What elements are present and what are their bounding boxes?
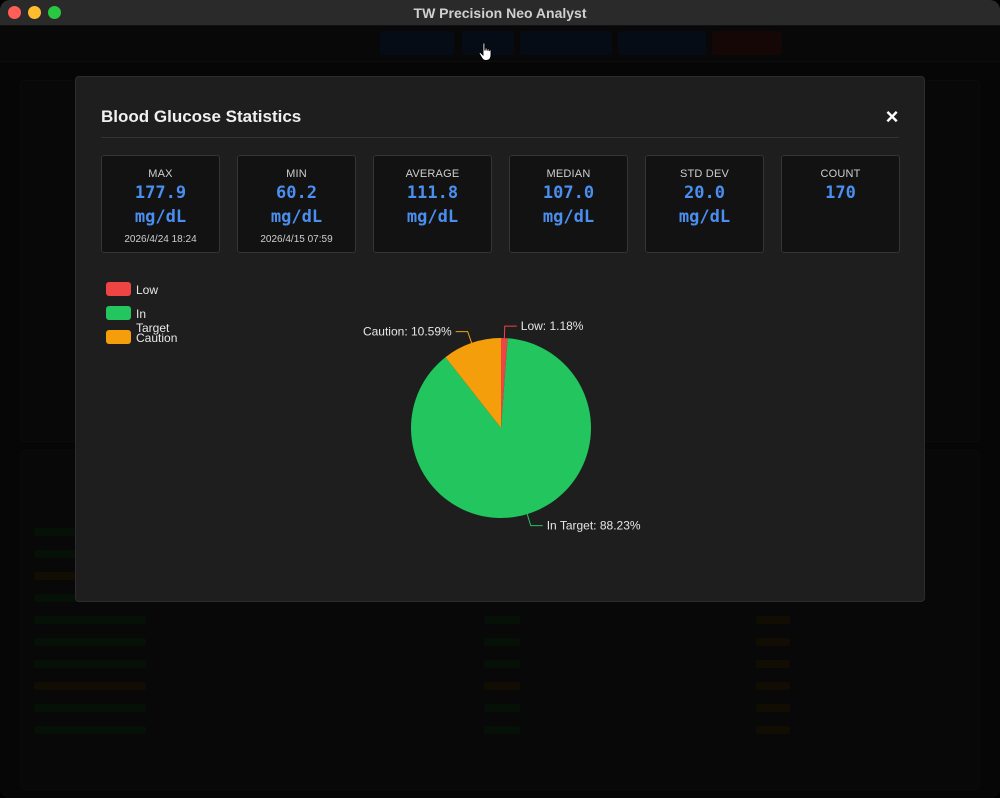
pie-data-label: In Target: 88.23%: [547, 519, 641, 533]
stat-card-average: AVERAGE 111.8 mg/dL: [373, 155, 492, 253]
window-close-button[interactable]: [8, 6, 21, 19]
stat-unit: mg/dL: [678, 207, 731, 227]
title-bar: TW Precision Neo Analyst: [0, 0, 1000, 26]
window-minimize-button[interactable]: [28, 6, 41, 19]
stat-unit: mg/dL: [406, 207, 459, 227]
stat-card-median: MEDIAN 107.0 mg/dL: [509, 155, 628, 253]
pie-slice-low[interactable]: [501, 338, 508, 428]
stat-value: 170: [825, 183, 856, 203]
hand-cursor-icon: [478, 42, 492, 61]
stat-card-min: MIN 60.2 mg/dL 2026/4/15 07:59: [237, 155, 356, 253]
stat-value: 60.2: [276, 183, 317, 203]
stat-card-count: COUNT 170: [781, 155, 900, 253]
stat-value: 177.9: [134, 183, 187, 203]
stat-label: MEDIAN: [546, 168, 591, 180]
stat-unit: mg/dL: [270, 207, 323, 227]
modal-title: Blood Glucose Statistics: [101, 107, 302, 126]
legend-label: Low: [136, 283, 159, 297]
pie-label-leader: [526, 513, 543, 527]
stat-timestamp: 2026/4/24 18:24: [124, 234, 197, 245]
legend-swatch: [106, 306, 131, 320]
legend-label: Caution: [136, 331, 178, 345]
pie-data-label: Low: 1.18%: [521, 319, 584, 333]
stat-label: STD DEV: [679, 168, 730, 180]
close-icon[interactable]: ×: [885, 104, 899, 129]
stat-label: AVERAGE: [405, 168, 460, 180]
legend-swatch: [106, 282, 131, 296]
pie-slice-in-target[interactable]: [411, 338, 592, 518]
modal-divider: [101, 137, 899, 138]
pie-label-leader: [503, 325, 517, 339]
stat-label: MIN: [286, 168, 307, 180]
pie-data-label: Caution: 10.59%: [363, 325, 452, 339]
window-title: TW Precision Neo Analyst: [413, 5, 587, 21]
stat-value: 107.0: [542, 183, 595, 203]
pie-label-leader: [455, 331, 473, 344]
stat-card-max: MAX 177.9 mg/dL 2026/4/24 18:24: [101, 155, 220, 253]
stat-card-std-dev: STD DEV 20.0 mg/dL: [645, 155, 764, 253]
stat-label: COUNT: [820, 168, 861, 180]
pie-slice-caution[interactable]: [445, 338, 501, 428]
stat-label: MAX: [148, 168, 173, 180]
window-maximize-button[interactable]: [48, 6, 61, 19]
stat-timestamp: 2026/4/15 07:59: [260, 234, 333, 245]
stat-value: 20.0: [684, 183, 725, 203]
stat-value: 111.8: [406, 183, 459, 203]
stats-cards: MAX 177.9 mg/dL 2026/4/24 18:24 MIN 60.2…: [101, 155, 901, 253]
legend-label: In Target: [136, 307, 170, 335]
statistics-modal: Blood Glucose Statistics × MAX 177.9 mg/…: [75, 76, 925, 602]
stat-unit: mg/dL: [542, 207, 595, 227]
legend-swatch: [106, 330, 131, 344]
stat-unit: mg/dL: [134, 207, 187, 227]
